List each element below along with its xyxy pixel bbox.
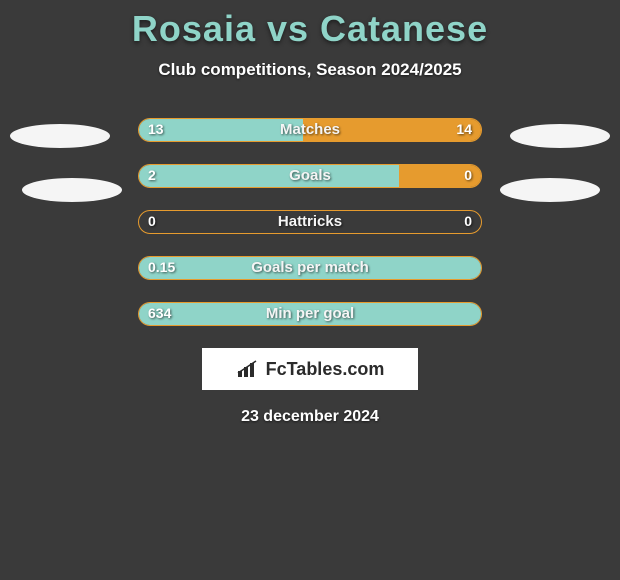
stat-bar [138, 118, 482, 142]
bar-chart-icon [236, 359, 260, 379]
stat-bar [138, 164, 482, 188]
brand-box[interactable]: FcTables.com [202, 348, 418, 390]
brand-text: FcTables.com [266, 359, 385, 380]
stat-row-hattricks: 0 Hattricks 0 [138, 210, 482, 234]
stat-bar [138, 256, 482, 280]
stat-bar-right [399, 165, 481, 187]
stat-bar-left [139, 165, 399, 187]
stat-bar-left [139, 119, 303, 141]
stat-bar [138, 302, 482, 326]
stat-bar [138, 210, 482, 234]
stat-row-min-per-goal: 634 Min per goal [138, 302, 482, 326]
stat-bar-left [139, 303, 481, 325]
page-title: Rosaia vs Catanese [0, 0, 620, 50]
date-text: 23 december 2024 [0, 408, 620, 426]
stat-bar-right [303, 119, 481, 141]
stat-row-goals-per-match: 0.15 Goals per match [138, 256, 482, 280]
stats-container: 13 Matches 14 2 Goals 0 0 Hattricks 0 0.… [0, 118, 620, 326]
stat-bar-left [139, 257, 481, 279]
subtitle: Club competitions, Season 2024/2025 [0, 60, 620, 80]
stat-row-matches: 13 Matches 14 [138, 118, 482, 142]
stat-row-goals: 2 Goals 0 [138, 164, 482, 188]
